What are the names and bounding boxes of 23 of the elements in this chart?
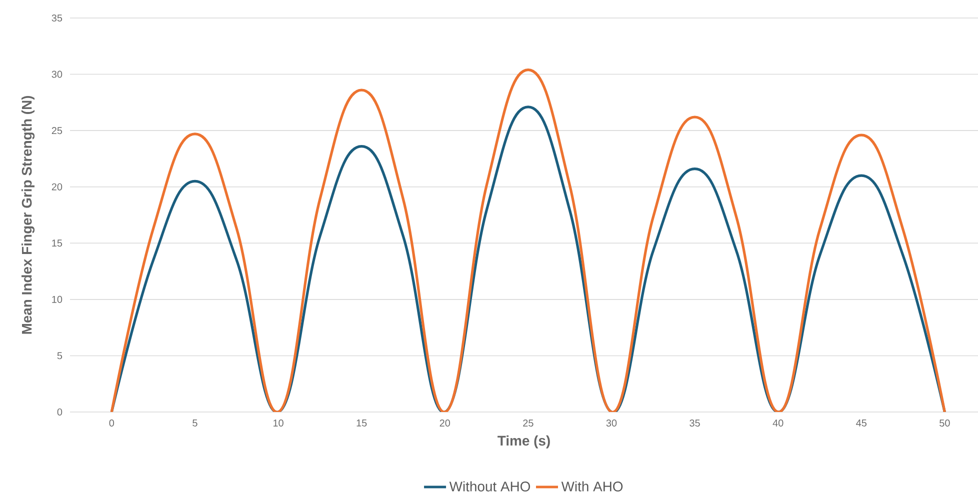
y-tick-label: 10 xyxy=(52,296,62,303)
x-tick-label: 0 xyxy=(109,420,114,427)
legend-label: Without AHO xyxy=(449,481,530,492)
x-tick-label: 10 xyxy=(273,420,284,427)
x-tick-label: 5 xyxy=(192,420,198,426)
x-tick-label: 45 xyxy=(856,420,867,426)
y-tick-label: 15 xyxy=(52,240,62,247)
y-tick-label: 25 xyxy=(52,127,62,134)
x-tick-label: 50 xyxy=(940,420,950,427)
x-tick-label: 20 xyxy=(440,420,450,427)
y-axis-title: Mean Index Finger Grip Strength (N) xyxy=(21,96,35,334)
x-tick-label: 40 xyxy=(772,420,784,427)
y-tick-label: 5 xyxy=(57,352,62,360)
x-tick-label: 15 xyxy=(356,420,367,426)
y-tick-label: 30 xyxy=(52,70,62,78)
x-tick-label: 35 xyxy=(690,420,700,427)
x-axis-title: Time (s) xyxy=(498,435,550,448)
y-tick-label: 0 xyxy=(57,408,62,416)
y-tick-label: 35 xyxy=(52,14,62,22)
y-tick-label: 20 xyxy=(52,183,62,190)
legend-label: With AHO xyxy=(561,481,623,492)
x-tick-label: 30 xyxy=(606,420,617,427)
x-tick-label: 25 xyxy=(523,420,534,427)
